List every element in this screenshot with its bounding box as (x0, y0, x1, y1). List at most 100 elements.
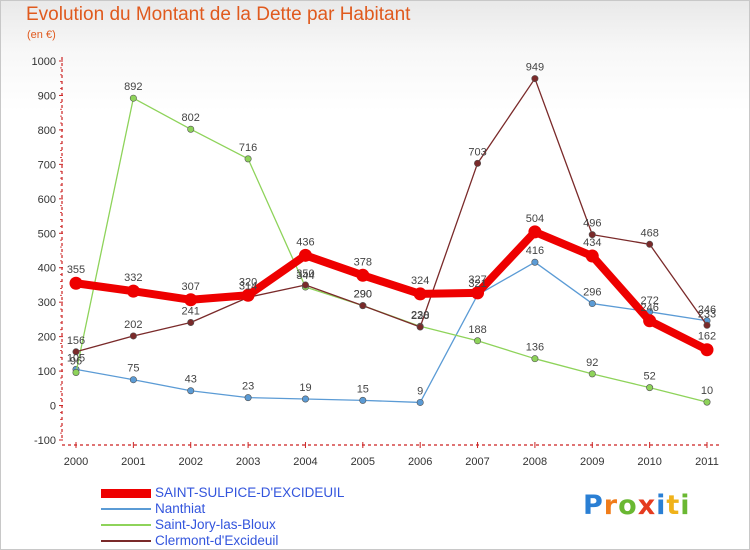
data-label: 241 (182, 306, 200, 318)
data-label: 350 (296, 268, 314, 280)
legend-swatch (101, 508, 151, 510)
data-label: 416 (526, 245, 544, 257)
chart-title: Evolution du Montant de la Dette par Hab… (26, 4, 411, 25)
data-label: 949 (526, 62, 544, 74)
data-label: 156 (67, 335, 85, 347)
proxiti-logo: Proxiti (583, 490, 691, 521)
data-label: 75 (127, 363, 139, 375)
y-tick-label: 600 (38, 194, 56, 206)
data-label: 43 (185, 374, 197, 386)
legend-swatch (101, 540, 151, 542)
y-tick-label: 0 (50, 401, 56, 413)
y-tick-label: 1000 (32, 56, 56, 68)
data-point (585, 249, 599, 263)
data-label: 436 (296, 236, 314, 248)
data-point (474, 337, 482, 345)
data-label: 228 (411, 310, 429, 322)
y-tick-label: 200 (38, 332, 56, 344)
data-point (126, 284, 140, 298)
data-label: 296 (583, 287, 601, 299)
data-label: 327 (468, 274, 486, 286)
y-tick-label: -100 (34, 435, 56, 447)
y-tick-label: 100 (38, 366, 56, 378)
data-label: 19 (299, 382, 311, 394)
data-point (528, 225, 542, 239)
x-tick-label: 2004 (293, 456, 317, 468)
legend-swatch (101, 488, 151, 498)
data-point (646, 240, 654, 248)
data-point (588, 370, 596, 378)
data-label: 321 (468, 278, 486, 290)
chart-legend: SAINT-SULPICE-D'EXCIDEUIL Nanthiat Saint-J… (101, 485, 344, 549)
data-label: 230 (411, 309, 429, 321)
series-line (72, 227, 711, 354)
data-label: 188 (468, 324, 486, 336)
data-point (359, 396, 367, 404)
chart-axes: -100 0 100 200 300 400 500 600 700 800 900 1000 2000… (32, 56, 719, 468)
data-point (301, 395, 309, 403)
x-tick-label: 2002 (178, 456, 202, 468)
logo-letter: r (603, 490, 619, 521)
data-point (588, 231, 596, 239)
series-3 (72, 75, 711, 356)
data-label: 290 (354, 289, 372, 301)
x-tick-label: 2003 (236, 456, 260, 468)
data-label: 162 (698, 331, 716, 343)
logo-letter: P (583, 490, 604, 521)
chart-data-labels: 355 332 307 320 436 378 324 327 504 434 246 162 105 7… (67, 62, 716, 398)
data-label: 355 (67, 264, 85, 276)
legend-item: Nanthiat (101, 501, 344, 517)
legend-label: Saint-Jory-las-Bloux (155, 517, 276, 532)
data-point (471, 286, 485, 300)
data-label: 307 (182, 281, 200, 293)
data-point (187, 319, 195, 327)
series-line (75, 77, 708, 353)
data-label: 246 (640, 302, 658, 314)
data-label: 290 (354, 289, 372, 301)
chart-series (69, 75, 714, 406)
data-label: 105 (67, 352, 85, 364)
series-2 (72, 94, 711, 406)
series-line (75, 261, 708, 404)
y-tick-label: 500 (38, 228, 56, 240)
data-label: 136 (526, 342, 544, 354)
legend-swatch (101, 524, 151, 526)
y-tick-label: 400 (38, 263, 56, 275)
data-label: 802 (182, 112, 200, 124)
data-label: 324 (411, 275, 429, 287)
data-label: 314 (239, 280, 257, 292)
data-label: 468 (640, 227, 658, 239)
data-point (416, 398, 424, 406)
data-label: 272 (640, 295, 658, 307)
data-label: 246 (698, 304, 716, 316)
y-tick-label: 900 (38, 90, 56, 102)
data-label: 15 (357, 383, 369, 395)
data-point (413, 287, 427, 301)
data-label: 96 (70, 355, 82, 367)
data-label: 496 (583, 218, 601, 230)
data-point (700, 343, 714, 357)
data-label: 892 (124, 81, 142, 93)
data-label: 233 (698, 308, 716, 320)
x-tick-label: 2005 (351, 456, 375, 468)
data-label: 320 (239, 276, 257, 288)
series-0 (69, 225, 714, 357)
data-label: 52 (644, 371, 656, 383)
data-point (356, 268, 370, 282)
logo-letter: i (680, 490, 691, 521)
logo-letter: t (666, 490, 681, 521)
data-point (72, 348, 80, 356)
data-point (187, 125, 195, 133)
x-tick-label: 2009 (580, 456, 604, 468)
data-point (129, 94, 137, 102)
data-point (703, 321, 711, 329)
chart-unit-label: (en €) (27, 29, 56, 41)
logo-letter: i (656, 490, 667, 521)
x-tick-label: 2001 (121, 456, 145, 468)
data-point (588, 300, 596, 308)
legend-item: Saint-Jory-las-Bloux (101, 517, 344, 533)
data-point (646, 384, 654, 392)
x-tick-label: 2008 (523, 456, 547, 468)
data-point (244, 155, 252, 163)
